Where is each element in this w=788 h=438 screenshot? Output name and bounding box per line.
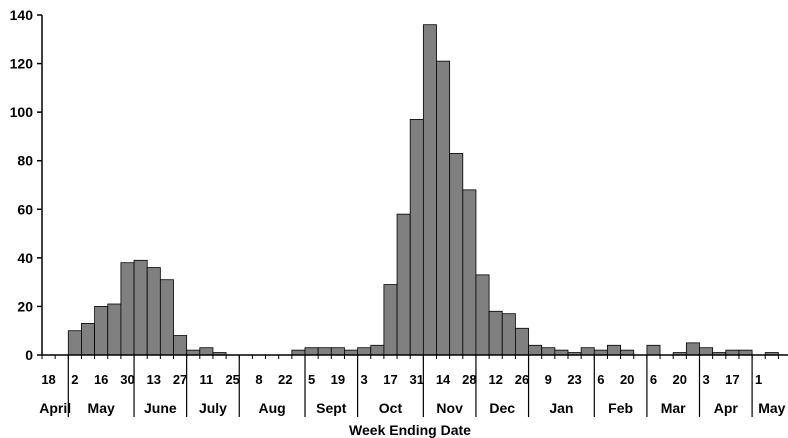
bar bbox=[133, 259, 148, 356]
month-label: June bbox=[144, 400, 177, 416]
bar bbox=[199, 347, 214, 356]
x-tick-label: 26 bbox=[515, 372, 529, 387]
x-tick-label: 19 bbox=[331, 372, 345, 387]
bar bbox=[501, 313, 516, 356]
y-tick-label: 120 bbox=[10, 56, 34, 72]
x-tick-label: 1 bbox=[755, 372, 762, 387]
x-tick-label: 11 bbox=[200, 372, 214, 387]
month-label: Oct bbox=[379, 400, 403, 416]
x-tick-label: 17 bbox=[383, 372, 397, 387]
month-label: Jan bbox=[549, 400, 573, 416]
bar bbox=[120, 262, 135, 356]
month-label: Feb bbox=[608, 400, 633, 416]
bar bbox=[541, 347, 556, 356]
bar bbox=[685, 342, 700, 356]
x-tick-label: 30 bbox=[120, 372, 134, 387]
month-label: Dec bbox=[489, 400, 515, 416]
month-label: May bbox=[88, 400, 115, 416]
bar bbox=[646, 344, 661, 356]
y-axis: 0 20 40 60 80 100 120 140 bbox=[10, 7, 43, 363]
x-tick-label: 27 bbox=[173, 372, 187, 387]
bar bbox=[67, 330, 82, 356]
x-tick-label: 12 bbox=[488, 372, 502, 387]
bar bbox=[488, 310, 503, 356]
bars bbox=[67, 24, 779, 356]
bar bbox=[81, 323, 95, 356]
month-label: May bbox=[758, 400, 785, 416]
x-tick-label: 28 bbox=[462, 372, 476, 387]
month-label: Sept bbox=[316, 400, 347, 416]
bar bbox=[173, 335, 188, 356]
month-label: Nov bbox=[436, 400, 463, 416]
bar bbox=[357, 347, 372, 356]
x-tick-label: 8 bbox=[255, 372, 262, 387]
bar bbox=[580, 347, 595, 356]
month-label: April bbox=[39, 400, 71, 416]
y-tick-label: 140 bbox=[10, 7, 34, 23]
x-tick-label: 2 bbox=[71, 372, 78, 387]
bar bbox=[449, 153, 464, 356]
x-axis-title: Week Ending Date bbox=[349, 422, 471, 438]
bar bbox=[304, 347, 319, 356]
bar bbox=[383, 284, 398, 356]
bar bbox=[409, 119, 424, 356]
bar bbox=[94, 306, 109, 356]
month-label: Apr bbox=[714, 400, 739, 416]
month-label: Aug bbox=[259, 400, 286, 416]
y-tick-label: 0 bbox=[25, 347, 33, 363]
bar bbox=[528, 344, 543, 356]
bar bbox=[107, 303, 122, 356]
x-tick-label: 5 bbox=[308, 372, 315, 387]
month-label: July bbox=[199, 400, 227, 416]
x-tick-label: 6 bbox=[597, 372, 604, 387]
bar bbox=[462, 189, 477, 356]
x-tick-label: 23 bbox=[567, 372, 581, 387]
bar bbox=[422, 24, 437, 356]
bar bbox=[370, 344, 385, 356]
x-tick-label: 6 bbox=[650, 372, 657, 387]
y-tick-label: 80 bbox=[17, 153, 33, 169]
y-tick-label: 40 bbox=[17, 250, 33, 266]
x-tick-label: 14 bbox=[436, 372, 451, 387]
x-tick-label: 16 bbox=[94, 372, 108, 387]
x-tick-label: 18 bbox=[41, 372, 55, 387]
x-tick-label: 9 bbox=[545, 372, 552, 387]
x-axis: 18 2 16 30 13 27 11 25 8 22 5 19 3 17 31 14 28 12 26 9 23 6 20… bbox=[39, 354, 788, 417]
bar bbox=[146, 267, 161, 356]
x-tick-label: 25 bbox=[225, 372, 239, 387]
bar bbox=[159, 279, 174, 356]
bar bbox=[317, 347, 332, 356]
bar bbox=[330, 347, 345, 356]
x-tick-label: 13 bbox=[147, 372, 161, 387]
x-tick-label: 31 bbox=[410, 372, 424, 387]
x-tick-label: 3 bbox=[702, 372, 709, 387]
bar bbox=[607, 344, 622, 356]
bar bbox=[515, 327, 529, 356]
month-label: Mar bbox=[661, 400, 686, 416]
y-tick-label: 100 bbox=[10, 104, 34, 120]
x-tick-label: 20 bbox=[620, 372, 634, 387]
y-tick-label: 60 bbox=[17, 201, 33, 217]
bar bbox=[396, 213, 411, 356]
x-tick-label: 22 bbox=[278, 372, 292, 387]
y-tick-label: 20 bbox=[17, 298, 33, 314]
x-tick-label: 3 bbox=[361, 372, 368, 387]
x-tick-label: 17 bbox=[725, 372, 739, 387]
x-tick-label: 20 bbox=[673, 372, 687, 387]
bar bbox=[699, 347, 714, 356]
bar bbox=[436, 60, 451, 356]
bar bbox=[475, 274, 490, 356]
